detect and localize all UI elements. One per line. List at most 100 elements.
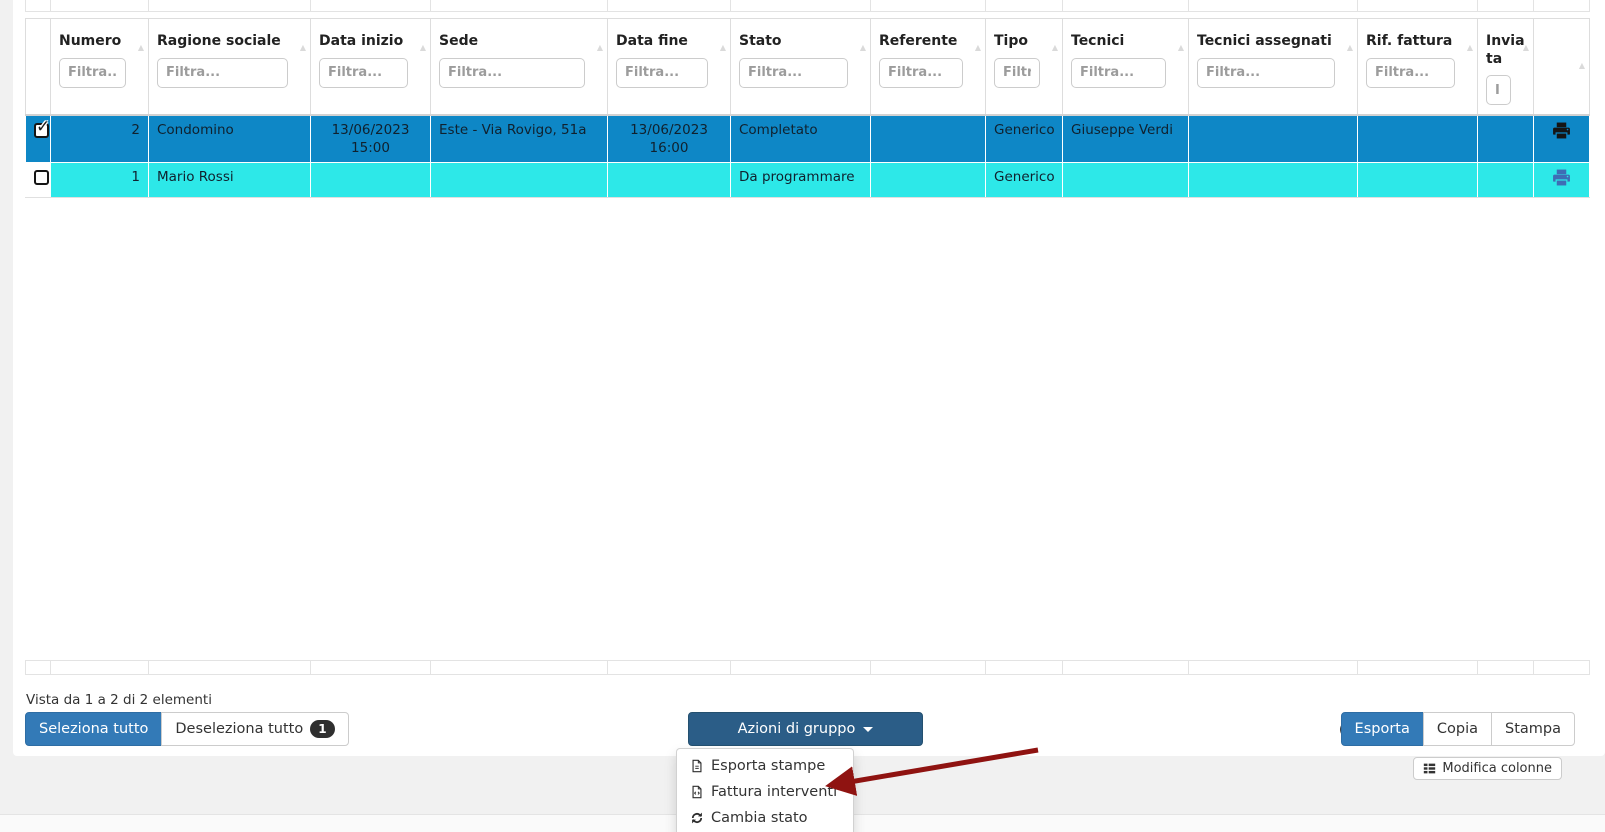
printer-icon[interactable]	[1552, 168, 1571, 187]
sort-asc-icon	[138, 43, 144, 53]
export-label: Esporta	[1354, 721, 1410, 737]
column-label: Tecnici	[1071, 33, 1125, 49]
export-button[interactable]: Esporta	[1340, 712, 1424, 746]
table-row[interactable]: 1 Mario Rossi Da programmare Generico	[25, 162, 1590, 198]
cell-tecnici-assegnati	[1188, 162, 1358, 198]
filter-input-sede[interactable]	[439, 57, 585, 88]
row-checkbox[interactable]	[34, 118, 50, 138]
cell-rif-fattura	[1357, 114, 1478, 163]
filter-input-tipo[interactable]	[994, 57, 1040, 88]
column-label: Ragione sociale	[157, 33, 281, 49]
sort-asc-icon	[420, 43, 426, 53]
column-header-inviata[interactable]: Inviata	[1477, 18, 1534, 116]
group-actions-menu: Esporta stampe Fattura interventi Cambia…	[676, 748, 854, 832]
column-header-tipo[interactable]: Tipo	[985, 18, 1063, 116]
column-label: Referente	[879, 33, 958, 49]
cell-tipo: Generico	[985, 114, 1063, 163]
sort-asc-icon	[597, 43, 603, 53]
cell-rif-fattura	[1357, 162, 1478, 198]
column-label: Rif. fattura	[1366, 33, 1453, 49]
sort-asc-icon	[1467, 43, 1473, 53]
filter-input-data-fine[interactable]	[616, 57, 708, 88]
column-header-data-fine[interactable]: Data fine	[607, 18, 731, 116]
column-header-stato[interactable]: Stato	[730, 18, 871, 116]
filter-input-numero[interactable]	[59, 57, 126, 88]
selection-count-badge: 1	[310, 720, 335, 738]
sort-asc-icon	[720, 43, 726, 53]
column-label: Stato	[739, 33, 782, 49]
print-button[interactable]: Stampa	[1491, 712, 1575, 746]
column-label: Sede	[439, 33, 479, 49]
filter-input-stato[interactable]	[739, 57, 848, 88]
sort-asc-icon	[1052, 43, 1058, 53]
header-row: Numero Ragione sociale Data inizio Sede	[25, 18, 1590, 116]
filter-input-tecnici[interactable]	[1071, 57, 1166, 88]
menu-item-label: Cambia stato	[711, 810, 808, 826]
menu-item-fattura-interventi[interactable]: Fattura interventi	[677, 779, 853, 805]
cell-stato: Completato	[730, 114, 871, 163]
pagination-info: Vista da 1 a 2 di 2 elementi	[26, 692, 212, 708]
cell-tecnici-assegnati	[1188, 114, 1358, 163]
select-all-label: Seleziona tutto	[39, 721, 149, 737]
group-actions-button[interactable]: Azioni di gruppo	[688, 712, 923, 746]
column-header-data-inizio[interactable]: Data inizio	[310, 18, 431, 116]
column-label: Inviata	[1486, 33, 1525, 67]
cell-sede	[430, 162, 608, 198]
column-header-sede[interactable]: Sede	[430, 18, 608, 116]
column-label: Data inizio	[319, 33, 404, 49]
group-actions-label: Azioni di gruppo	[737, 721, 856, 737]
edit-columns-label: Modifica colonne	[1442, 761, 1552, 776]
cell-numero: 1	[50, 162, 149, 198]
sort-asc-icon	[975, 43, 981, 53]
filter-input-referente[interactable]	[879, 57, 963, 88]
print-label: Stampa	[1505, 721, 1561, 737]
menu-item-label: Fattura interventi	[711, 784, 838, 800]
cell-tecnici: Giuseppe Verdi	[1062, 114, 1189, 163]
sort-asc-icon	[860, 43, 866, 53]
filter-input-rif-fattura[interactable]	[1366, 57, 1455, 88]
interventions-table: Numero Ragione sociale Data inizio Sede	[25, 18, 1590, 198]
cell-data-inizio: 13/06/2023 15:00	[310, 114, 431, 163]
column-header-ragione-sociale[interactable]: Ragione sociale	[148, 18, 311, 116]
copy-button[interactable]: Copia	[1422, 712, 1492, 746]
sort-asc-icon	[1178, 43, 1184, 53]
menu-item-label: Esporta stampe	[711, 758, 826, 774]
cell-numero: 2	[50, 114, 149, 163]
cell-referente	[870, 114, 986, 163]
filter-input-data-inizio[interactable]	[319, 57, 408, 88]
column-header-rif-fattura[interactable]: Rif. fattura	[1357, 18, 1478, 116]
column-label: Numero	[59, 33, 122, 49]
column-header-numero[interactable]: Numero	[50, 18, 149, 116]
select-all-button[interactable]: Seleziona tutto	[25, 712, 163, 746]
column-label: Tipo	[994, 33, 1028, 49]
sort-asc-icon	[1523, 43, 1529, 53]
deselect-all-button[interactable]: Deseleziona tutto 1	[161, 712, 349, 746]
deselect-all-label: Deseleziona tutto	[175, 721, 304, 737]
table-row[interactable]: 2 Condomino 13/06/2023 15:00 Este - Via …	[25, 114, 1590, 163]
column-header-checkbox	[25, 18, 51, 116]
edit-columns-button[interactable]: Modifica colonne	[1413, 757, 1562, 780]
th-list-icon	[1424, 763, 1436, 774]
column-header-tecnici-assegnati[interactable]: Tecnici assegnati	[1188, 18, 1358, 116]
filter-input-tecnici-assegnati[interactable]	[1197, 57, 1335, 88]
printer-icon[interactable]	[1552, 121, 1571, 140]
filter-input-inviata[interactable]	[1486, 75, 1511, 105]
column-header-tecnici[interactable]: Tecnici	[1062, 18, 1189, 116]
filter-input-ragione-sociale[interactable]	[157, 57, 288, 88]
cell-stato: Da programmare	[730, 162, 871, 198]
menu-item-cambia-stato[interactable]: Cambia stato	[677, 805, 853, 831]
row-checkbox[interactable]	[34, 170, 49, 185]
cell-inviata	[1477, 114, 1534, 163]
menu-item-esporta-stampe[interactable]: Esporta stampe	[677, 753, 853, 779]
table-row	[25, 660, 1590, 675]
column-header-actions[interactable]	[1533, 18, 1590, 116]
column-label: Data fine	[616, 33, 688, 49]
refresh-icon	[691, 812, 703, 824]
cell-ragione-sociale: Condomino	[148, 114, 311, 163]
file-invoice-icon	[692, 785, 702, 799]
column-header-referente[interactable]: Referente	[870, 18, 986, 116]
cell-sede: Este - Via Rovigo, 51a	[430, 114, 608, 163]
cell-tipo: Generico	[985, 162, 1063, 198]
cell-data-fine	[607, 162, 731, 198]
